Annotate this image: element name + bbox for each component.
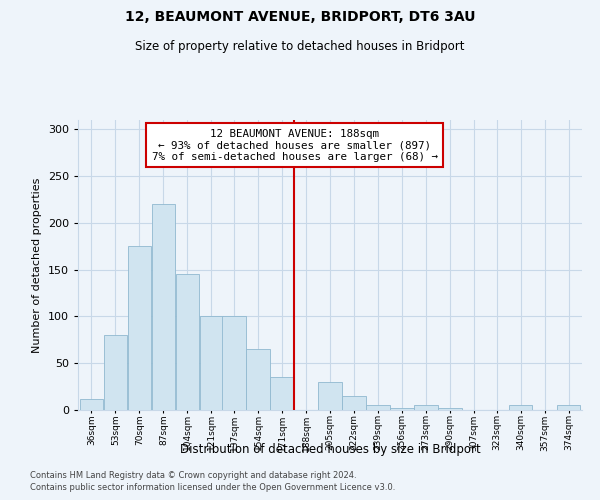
Bar (366, 406, 390, 410)
Bar (222, 316, 246, 410)
Text: Distribution of detached houses by size in Bridport: Distribution of detached houses by size … (179, 442, 481, 456)
Bar (80, 399, 103, 410)
Bar (270, 378, 294, 410)
Bar (390, 408, 414, 410)
Text: 12, BEAUMONT AVENUE, BRIDPORT, DT6 3AU: 12, BEAUMONT AVENUE, BRIDPORT, DT6 3AU (125, 10, 475, 24)
Bar (438, 408, 462, 410)
Bar (509, 406, 532, 410)
Text: Contains HM Land Registry data © Crown copyright and database right 2024.: Contains HM Land Registry data © Crown c… (30, 471, 356, 480)
Bar (342, 396, 366, 410)
Bar (104, 335, 127, 410)
Bar (414, 406, 438, 410)
Bar (318, 382, 342, 410)
Bar (128, 246, 151, 410)
Y-axis label: Number of detached properties: Number of detached properties (32, 178, 42, 352)
Bar (246, 349, 270, 410)
Bar (176, 274, 199, 410)
Bar (557, 406, 580, 410)
Text: 12 BEAUMONT AVENUE: 188sqm
← 93% of detached houses are smaller (897)
7% of semi: 12 BEAUMONT AVENUE: 188sqm ← 93% of deta… (152, 128, 438, 162)
Bar (200, 316, 223, 410)
Text: Contains public sector information licensed under the Open Government Licence v3: Contains public sector information licen… (30, 484, 395, 492)
Text: Size of property relative to detached houses in Bridport: Size of property relative to detached ho… (135, 40, 465, 53)
Bar (152, 204, 175, 410)
